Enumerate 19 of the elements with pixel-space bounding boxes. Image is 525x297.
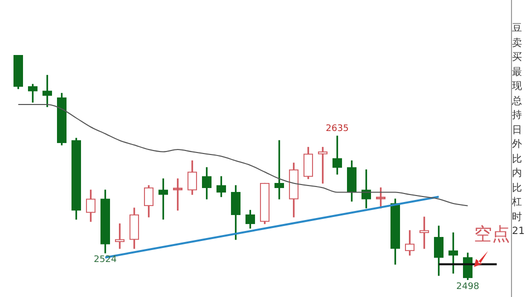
text: 时 [512, 210, 523, 224]
text: 最 [512, 66, 523, 80]
text: 卖 [512, 36, 523, 50]
text: 现 [512, 80, 523, 94]
text: 外 [512, 138, 523, 152]
text: 杠 [512, 196, 523, 210]
text: 持 [512, 109, 523, 123]
text: 21 [512, 225, 525, 239]
text: 比 [512, 182, 523, 196]
text: 买 [512, 51, 523, 65]
text: 豆 [512, 22, 523, 36]
annotation: 空点 [474, 223, 510, 246]
text: 日 [512, 124, 523, 138]
text: 总 [512, 94, 523, 108]
text: 内 [512, 167, 523, 181]
annotation: 2524 [94, 254, 117, 265]
text: 比 [512, 152, 523, 166]
annotation: 2635 [326, 124, 349, 134]
annotation: 2498 [456, 282, 480, 292]
